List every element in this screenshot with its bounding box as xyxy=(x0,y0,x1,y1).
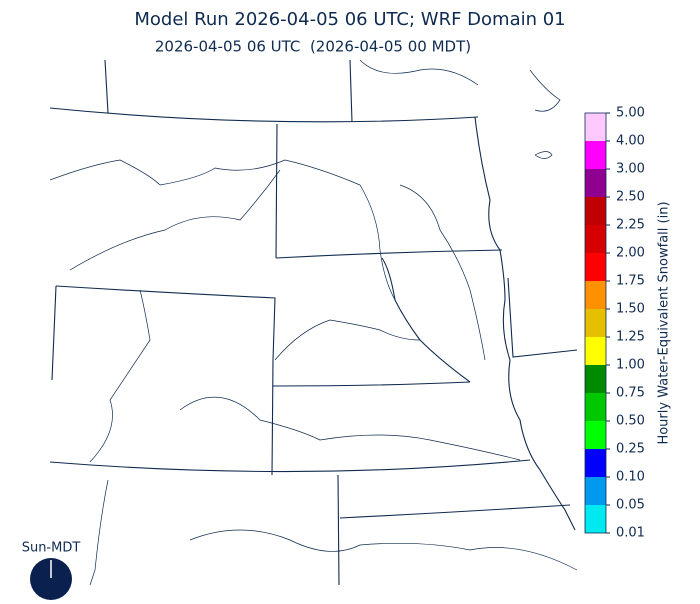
colorbar: 0.01 0.05 0.10 0.25 0.50 0.75 1.00 1.25 1.50 1.75… xyxy=(584,106,645,541)
tick-label: 1.25 xyxy=(616,330,645,345)
tick-label: 4.00 xyxy=(616,134,645,149)
sun-icon xyxy=(30,558,72,600)
border xyxy=(49,459,531,473)
colorbar-segment xyxy=(585,281,606,309)
river xyxy=(399,184,486,361)
border xyxy=(51,285,57,381)
tick-label: 2.00 xyxy=(616,246,645,261)
colorbar-segment xyxy=(585,141,606,169)
river xyxy=(274,319,421,361)
colorbar-segment xyxy=(585,337,606,365)
colorbar-segment xyxy=(585,169,606,197)
tick-label: 1.75 xyxy=(616,274,645,289)
tick-label: 2.25 xyxy=(616,218,645,233)
border xyxy=(349,59,353,123)
colorbar-label: Hourly Water-Equivalent Snowfall (in) xyxy=(657,201,672,444)
colorbar-segment xyxy=(585,477,606,505)
map xyxy=(49,59,578,586)
title: Model Run 2026-04-05 06 UTC; WRF Domain … xyxy=(134,9,565,30)
border xyxy=(339,504,571,519)
colorbar-segment xyxy=(585,421,606,449)
colorbar-segment xyxy=(585,113,606,141)
subtitle: 2026-04-05 06 UTC (2026-04-05 00 MDT) xyxy=(155,38,471,56)
colorbar-segment xyxy=(585,197,606,225)
colorbar-segment xyxy=(585,505,606,533)
tick-label: 2.50 xyxy=(616,190,645,205)
colorbar-segment xyxy=(585,253,606,281)
river xyxy=(359,59,479,86)
tick-label: 0.75 xyxy=(616,386,645,401)
border xyxy=(55,285,276,476)
river xyxy=(89,289,151,463)
colorbar-segment xyxy=(585,393,606,421)
border xyxy=(474,116,576,531)
colorbar-segment xyxy=(585,365,606,393)
river xyxy=(189,529,578,571)
colorbar-segment xyxy=(585,449,606,477)
river xyxy=(69,169,281,271)
colorbar-segment xyxy=(585,225,606,253)
border xyxy=(272,381,471,387)
tick-label: 0.05 xyxy=(616,498,645,513)
border xyxy=(104,59,109,114)
border xyxy=(275,249,503,259)
tick-label: 0.50 xyxy=(616,414,645,429)
river xyxy=(159,159,396,301)
river xyxy=(49,159,161,186)
tick-label: 5.00 xyxy=(616,106,645,121)
border xyxy=(49,107,479,123)
river xyxy=(529,69,561,112)
tick-label: 0.01 xyxy=(616,526,645,541)
tick-label: 1.50 xyxy=(616,302,645,317)
colorbar-segment xyxy=(585,309,606,337)
sun-label: Sun-MDT xyxy=(22,541,81,556)
border xyxy=(337,474,340,586)
tick-label: 1.00 xyxy=(616,358,645,373)
tick-label: 3.00 xyxy=(616,162,645,177)
colorbar-frame xyxy=(584,112,607,534)
border xyxy=(275,123,278,259)
border xyxy=(381,257,471,383)
border xyxy=(507,277,578,358)
tick-label: 0.10 xyxy=(616,470,645,485)
river xyxy=(534,151,553,159)
tick-label: 0.25 xyxy=(616,442,645,457)
river xyxy=(89,479,109,586)
river xyxy=(179,396,521,461)
